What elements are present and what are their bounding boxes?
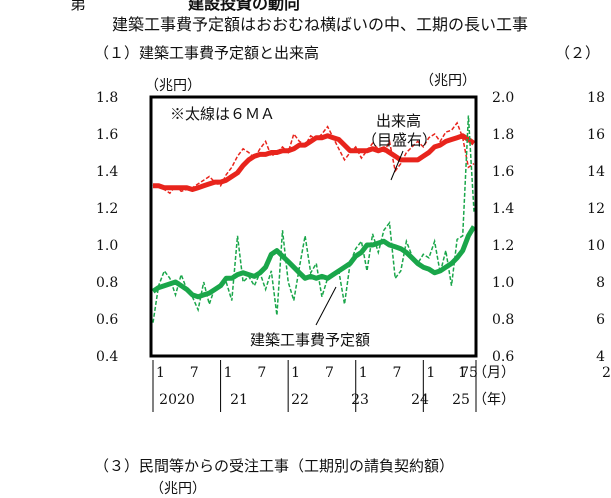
left-tick-label: 1.2 <box>96 201 118 217</box>
left-tick-label: 1.8 <box>96 90 118 106</box>
left-tick-label: 1.6 <box>96 127 118 143</box>
panel2-tick-label: 12 <box>587 201 605 217</box>
right-tick-label: 1.6 <box>492 164 514 180</box>
month-tick-label: 1 <box>156 365 165 381</box>
month-unit: （月） <box>473 365 515 381</box>
year-label: 22 <box>291 392 309 408</box>
kenchiku-label: 建築工事費予定額 <box>250 331 370 349</box>
panel2-axis-ticks: 18 16 14 12 10 8 6 4 <box>587 90 605 365</box>
panel1-title: （１）建築工事費予定額と出来高 <box>94 44 320 62</box>
panel2-label: （２） <box>555 44 601 62</box>
panel2-tick-label: 8 <box>596 275 605 291</box>
right-axis-ticks: 2.0 1.8 1.6 1.4 1.2 1.0 0.8 0.6 <box>492 90 514 365</box>
series-0-ma6-line <box>153 133 476 192</box>
series-0-monthly-line <box>152 121 475 195</box>
month-tick-label: 7 <box>393 365 402 381</box>
panel2-tick-label: 18 <box>587 90 605 106</box>
right-tick-label: 0.6 <box>492 349 514 365</box>
panel2-tick-label: 16 <box>587 127 605 143</box>
right-tick-label: 1.2 <box>492 238 514 254</box>
plot-frame <box>149 95 478 358</box>
right-tick-label: 2.0 <box>492 90 514 106</box>
month-tick-label: 1 <box>224 365 233 381</box>
panel3-title: （３）民間等からの受注工事（工期別の請負契約額） <box>94 457 455 475</box>
left-tick-label: 0.4 <box>96 349 118 365</box>
month-tick-label: 7 <box>257 365 266 381</box>
panel2-tick-label: 10 <box>587 238 605 254</box>
ma-annotation: ※太線は６ＭＡ <box>170 105 275 123</box>
year-label: 23 <box>351 392 369 408</box>
left-tick-label: 0.6 <box>96 312 118 328</box>
dekidaka-pointer <box>390 150 404 181</box>
right-tick-label: 1.4 <box>492 201 514 217</box>
panel2-tick-label: 6 <box>596 312 605 328</box>
left-axis-unit: （兆円） <box>145 78 201 94</box>
year-unit: （年） <box>473 392 515 408</box>
right-tick-label: 0.8 <box>492 312 514 328</box>
year-label: 24 <box>411 392 429 408</box>
right-tick-label: 1.0 <box>492 275 514 291</box>
top-fragment: 第 <box>70 0 87 13</box>
left-tick-label: 0.8 <box>96 275 118 291</box>
right-tick-label: 1.8 <box>492 127 514 143</box>
month-tick-label: 5 <box>469 365 478 381</box>
left-tick-label: 1.4 <box>96 164 118 180</box>
left-axis-ticks: 1.8 1.6 1.4 1.2 1.0 0.8 0.6 0.4 <box>96 90 118 365</box>
construction-chart: 1.8 1.6 1.4 1.2 1.0 0.8 0.6 0.4 2.0 1.8 1.6 1.4 1.2… <box>96 73 611 412</box>
panel2-tick-label: 4 <box>596 349 605 365</box>
month-tick-label: 1 <box>426 365 435 381</box>
year-label: 21 <box>230 392 248 408</box>
series-1-ma6-line <box>151 225 477 300</box>
panel2-tick-label: 14 <box>587 164 605 180</box>
month-tick-label: 7 <box>460 365 469 381</box>
kenchiku-pointer <box>315 286 337 326</box>
month-tick-label: 7 <box>190 365 199 381</box>
dekidaka-sublabel: （目盛右） <box>362 131 437 149</box>
year-label: 25 <box>452 392 470 408</box>
page-subtitle: 建築工事費予定額はおおむね横ばいの中、工期の長い工事 <box>112 15 529 34</box>
right-axis-unit: （兆円） <box>420 73 476 89</box>
panel2-x-fragment: 2 <box>602 365 611 381</box>
plot-content <box>151 115 477 323</box>
month-tick-label: 1 <box>458 365 467 381</box>
top-title: 建設投資の動向 <box>188 0 301 13</box>
month-tick-label: 7 <box>325 365 334 381</box>
dekidaka-label: 出来高 <box>376 112 421 130</box>
year-label: 2020 <box>159 392 195 408</box>
month-tick-label: 1 <box>359 365 368 381</box>
left-tick-label: 1.0 <box>96 238 118 254</box>
month-tick-label: 1 <box>291 365 300 381</box>
